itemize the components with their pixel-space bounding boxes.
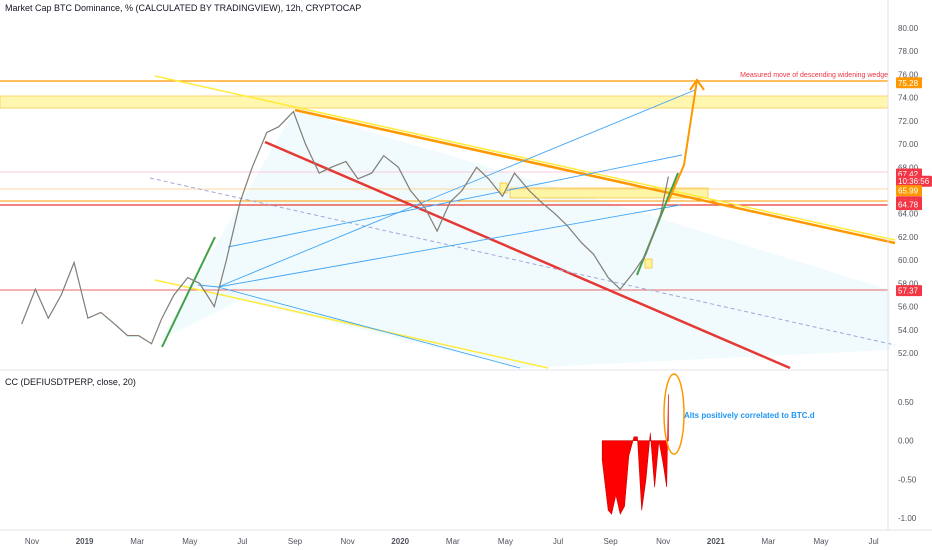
price-badge-label: 65.99 — [898, 187, 919, 196]
price-badge-label: 67.42 — [898, 170, 919, 179]
time-tick-label: Sep — [603, 537, 618, 546]
dashed-median-line — [149, 177, 896, 346]
price-tick-label: 78.00 — [898, 47, 919, 56]
price-tick-label: 76.00 — [898, 70, 919, 79]
dominance-price-series-shadow — [21, 110, 669, 345]
price-badge-label: 64.78 — [898, 201, 919, 210]
time-tick-label: May — [182, 537, 197, 546]
price-tick-label: 62.00 — [898, 233, 919, 242]
price-badge: 10:36:56 — [896, 175, 932, 187]
time-axis[interactable]: Nov 2019 Mar May Jul Sep Nov 2020 Mar May Jul Sep No… — [25, 537, 879, 546]
red-trendline — [264, 140, 791, 370]
price-tick-label: 80.00 — [898, 24, 919, 33]
price-tick-label: 54.00 — [898, 326, 919, 335]
time-tick-label: 2021 — [707, 537, 725, 546]
time-tick-label: Nov — [656, 537, 670, 546]
time-tick-label: Mar — [762, 537, 776, 546]
measured-move-arrow — [667, 79, 698, 203]
price-axis[interactable]: 52.0054.0056.0058.0060.0062.0064.0066.00… — [898, 24, 919, 358]
marker-box — [644, 258, 653, 269]
yellow-trendline-bottom — [154, 279, 549, 369]
chart-title: Market Cap BTC Dominance, % (CALCULATED … — [5, 3, 361, 13]
price-badge-label: 57.37 — [898, 287, 919, 296]
highlight-ellipse — [663, 373, 685, 455]
measured-move-note: Measured move of descending widening wed… — [740, 72, 888, 79]
time-tick-label: May — [498, 537, 513, 546]
blue-fan-lines — [197, 89, 696, 369]
indicator-tick-label: -0.50 — [898, 475, 917, 484]
price-tick-label: 72.00 — [898, 117, 919, 126]
marker-box — [499, 182, 508, 194]
price-tick-label: 52.00 — [898, 349, 919, 358]
price-tick-label: 64.00 — [898, 210, 919, 219]
price-badge: 57.37 — [896, 285, 922, 297]
time-tick-label: Mar — [446, 537, 460, 546]
green-trendline-2019 — [161, 236, 216, 348]
price-tick-label: 58.00 — [898, 279, 919, 288]
price-badge: 64.78 — [896, 199, 922, 211]
resistance-zone-upper — [0, 95, 889, 109]
orange-wedge-line — [294, 108, 896, 245]
price-tick-label: 60.00 — [898, 256, 919, 265]
indicator-axis[interactable]: 0.50 0.00 -0.50 -1.00 — [898, 398, 917, 523]
price-tick-label: 68.00 — [898, 163, 919, 172]
time-tick-label: Nov — [340, 537, 354, 546]
time-tick-label: Mar — [130, 537, 144, 546]
indicator-tick-label: 0.50 — [898, 398, 914, 407]
time-tick-label: 2020 — [391, 537, 409, 546]
price-tick-label: 74.00 — [898, 94, 919, 103]
price-tick-label: 56.00 — [898, 303, 919, 312]
price-badge-label: 10:36:56 — [898, 177, 930, 186]
yellow-trendline-top — [154, 75, 896, 241]
cc-area-series — [601, 394, 669, 515]
time-tick-label: 2019 — [76, 537, 94, 546]
indicator-tick-label: -1.00 — [898, 514, 917, 523]
time-tick-label: Jul — [553, 537, 563, 546]
price-badge-label: 75.28 — [898, 79, 919, 88]
price-tick-label: 70.00 — [898, 140, 919, 149]
indicator-title: CC (DEFIUSDTPERP, close, 20) — [5, 377, 136, 387]
time-tick-label: Nov — [25, 537, 39, 546]
price-badge: 65.99 — [896, 185, 922, 197]
resistance-zone-mid — [509, 187, 709, 199]
time-tick-label: Sep — [288, 537, 303, 546]
time-tick-label: Jul — [868, 537, 878, 546]
price-badge: 75.28 — [896, 77, 922, 89]
arrowhead-icon — [689, 78, 705, 91]
time-tick-label: Jul — [237, 537, 247, 546]
correlation-note: Alts positively correlated to BTC.d — [684, 411, 815, 420]
time-tick-label: May — [813, 537, 828, 546]
indicator-tick-label: 0.00 — [898, 437, 914, 446]
